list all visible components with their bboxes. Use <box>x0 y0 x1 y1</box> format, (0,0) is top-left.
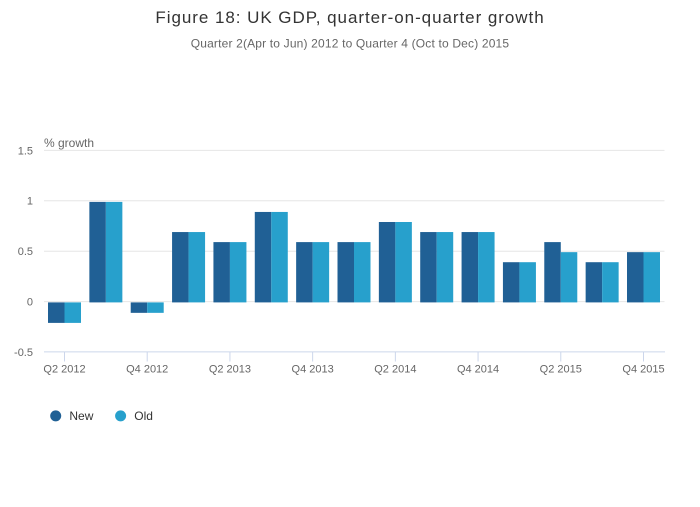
svg-text:New: New <box>69 409 93 423</box>
svg-text:Quarter 2(Apr to Jun) 2012 to: Quarter 2(Apr to Jun) 2012 to Quarter 4 … <box>191 37 510 51</box>
svg-text:% growth: % growth <box>44 136 94 150</box>
svg-text:Q4 2013: Q4 2013 <box>292 364 334 376</box>
svg-text:Q2 2014: Q2 2014 <box>374 364 416 376</box>
svg-text:1.5: 1.5 <box>18 145 33 157</box>
svg-text:Q2 2013: Q2 2013 <box>209 364 251 376</box>
svg-text:Q4 2014: Q4 2014 <box>457 364 499 376</box>
svg-text:-0.5: -0.5 <box>14 347 33 359</box>
svg-text:0.5: 0.5 <box>18 246 33 258</box>
svg-text:Q2 2012: Q2 2012 <box>43 364 85 376</box>
svg-text:1: 1 <box>27 196 33 208</box>
svg-text:Old: Old <box>134 409 153 423</box>
svg-text:Q2 2015: Q2 2015 <box>540 364 582 376</box>
svg-text:Q4 2015: Q4 2015 <box>622 364 664 376</box>
svg-text:Figure 18: UK GDP, quarter-on-: Figure 18: UK GDP, quarter-on-quarter gr… <box>155 8 544 27</box>
svg-text:Q4 2012: Q4 2012 <box>126 364 168 376</box>
svg-text:0: 0 <box>27 297 33 309</box>
